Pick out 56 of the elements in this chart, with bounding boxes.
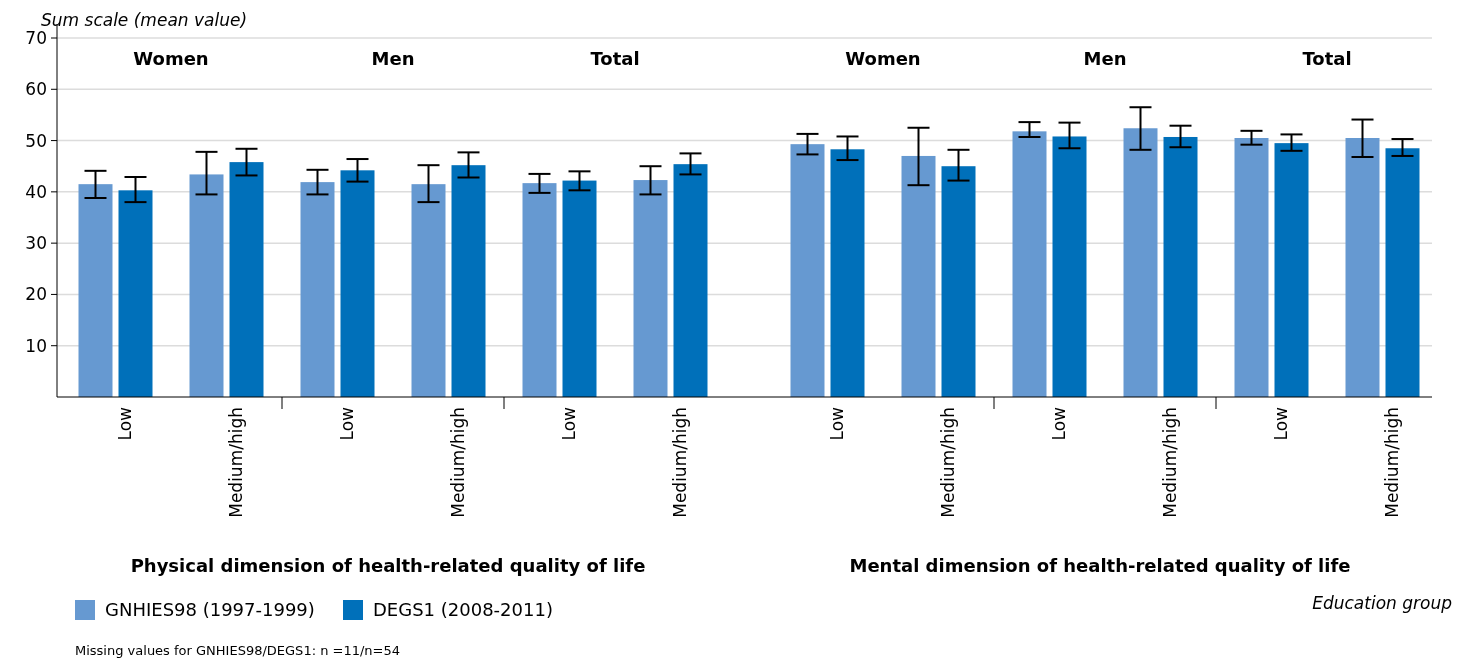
bar bbox=[522, 183, 557, 397]
bar bbox=[1274, 143, 1309, 397]
bar bbox=[300, 182, 335, 397]
annotation: Women bbox=[845, 48, 921, 69]
x-tick-label: Medium/high bbox=[670, 407, 691, 518]
annotation: Total bbox=[590, 48, 640, 69]
bar bbox=[1234, 138, 1269, 397]
x-tick-label: Medium/high bbox=[448, 407, 469, 518]
bar bbox=[901, 155, 936, 397]
y-tick-label: 30 bbox=[25, 233, 47, 254]
legend-label: DEGS1 (2008-2011) bbox=[373, 599, 553, 621]
bar bbox=[1123, 128, 1158, 397]
y-tick-label: 20 bbox=[25, 284, 47, 305]
bar bbox=[633, 180, 668, 397]
x-tick-label: Medium/high bbox=[938, 407, 959, 518]
x-tick-label: Low bbox=[1271, 406, 1292, 441]
text: Education group bbox=[1312, 593, 1453, 613]
y-tick-label: 10 bbox=[25, 335, 47, 356]
y-axis-title: Sum scale (mean value) bbox=[41, 10, 248, 30]
x-axis-title: Physical dimension of health-related quality of life bbox=[130, 555, 646, 576]
bar bbox=[340, 170, 375, 397]
bar bbox=[118, 190, 153, 397]
annotation: Men bbox=[371, 48, 415, 69]
annotation: Women bbox=[133, 48, 209, 69]
bar bbox=[673, 164, 708, 397]
x-tick-label: Low bbox=[827, 406, 848, 441]
y-tick-label: 50 bbox=[25, 130, 47, 151]
x-tick-label: Low bbox=[559, 406, 580, 441]
legend-label: GNHIES98 (1997-1999) bbox=[105, 599, 315, 621]
annotation: Men bbox=[1083, 48, 1127, 69]
bar bbox=[1345, 138, 1380, 397]
bar bbox=[1385, 148, 1420, 397]
bar bbox=[790, 144, 825, 397]
x-tick-label: Low bbox=[115, 406, 136, 441]
text: Missing values for GNHIES98/DEGS1: n =11/n=54 bbox=[75, 643, 401, 658]
annotation: Total bbox=[1302, 48, 1352, 69]
bar bbox=[411, 184, 446, 397]
bar bbox=[229, 162, 264, 397]
x-tick-label: Medium/high bbox=[226, 407, 247, 518]
bar bbox=[941, 166, 976, 397]
bar bbox=[830, 149, 865, 397]
x-tick-label: Low bbox=[337, 406, 358, 441]
y-tick-label: 70 bbox=[25, 27, 47, 48]
bar bbox=[189, 174, 224, 397]
bar bbox=[1012, 131, 1047, 397]
y-tick-label: 60 bbox=[25, 79, 47, 100]
bar bbox=[1052, 136, 1087, 397]
bar bbox=[1163, 136, 1198, 397]
x-tick-label: Medium/high bbox=[1160, 407, 1181, 518]
bar bbox=[451, 165, 486, 397]
bar bbox=[562, 180, 597, 397]
bar bbox=[78, 184, 113, 397]
y-tick-label: 40 bbox=[25, 181, 47, 202]
x-tick-label: Low bbox=[1049, 406, 1070, 441]
x-tick-label: Medium/high bbox=[1382, 407, 1403, 518]
x-axis-title: Mental dimension of health-related quality of life bbox=[849, 555, 1351, 576]
